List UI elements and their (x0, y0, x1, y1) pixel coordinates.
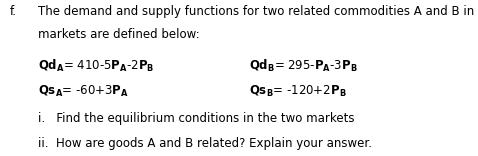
Text: $\bf{Qd}$$\bf{_B}$= 295-$\bf{P}$$\bf{_A}$-3$\bf{P}$$\bf{_B}$: $\bf{Qd}$$\bf{_B}$= 295-$\bf{P}$$\bf{_A}… (249, 58, 357, 74)
Text: $\bf{Qd}$$\bf{_A}$= 410-5$\bf{P}$$\bf{_A}$-2$\bf{P}$$\bf{_B}$: $\bf{Qd}$$\bf{_A}$= 410-5$\bf{P}$$\bf{_A… (38, 58, 155, 74)
Text: f.: f. (10, 5, 17, 18)
Text: ii.  How are goods A and B related? Explain your answer.: ii. How are goods A and B related? Expla… (38, 137, 372, 150)
Text: $\bf{Qs}$$\bf{_B}$= -120+2$\bf{P}$$\bf{_B}$: $\bf{Qs}$$\bf{_B}$= -120+2$\bf{P}$$\bf{_… (249, 84, 346, 99)
Text: markets are defined below:: markets are defined below: (38, 28, 200, 41)
Text: i.   Find the equilibrium conditions in the two markets: i. Find the equilibrium conditions in th… (38, 112, 355, 125)
Text: The demand and supply functions for two related commodities A and B in two diffe: The demand and supply functions for two … (38, 5, 478, 18)
Text: $\bf{Qs}$$\bf{_A}$= -60+3$\bf{P}$$\bf{_A}$: $\bf{Qs}$$\bf{_A}$= -60+3$\bf{P}$$\bf{_A… (38, 84, 129, 99)
